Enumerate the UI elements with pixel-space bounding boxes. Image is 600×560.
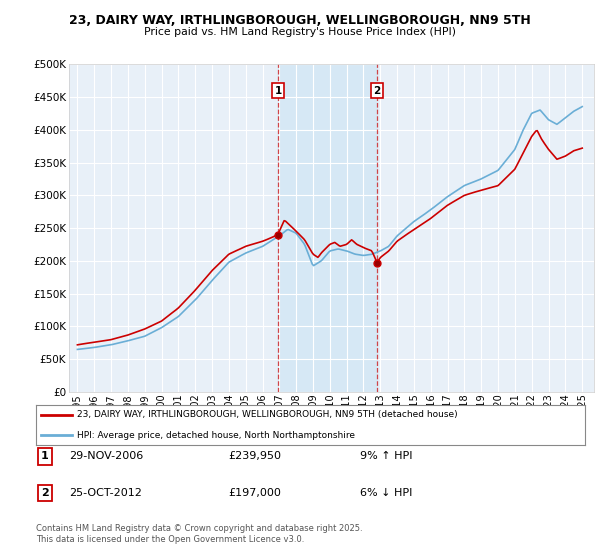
- Text: 2: 2: [373, 86, 381, 96]
- Text: 29-NOV-2006: 29-NOV-2006: [69, 451, 143, 461]
- Text: 25-OCT-2012: 25-OCT-2012: [69, 488, 142, 498]
- Text: £239,950: £239,950: [228, 451, 281, 461]
- Text: 1: 1: [274, 86, 281, 96]
- Text: 2: 2: [41, 488, 49, 498]
- Text: 1: 1: [41, 451, 49, 461]
- Text: 9% ↑ HPI: 9% ↑ HPI: [360, 451, 413, 461]
- Text: £197,000: £197,000: [228, 488, 281, 498]
- Text: 23, DAIRY WAY, IRTHLINGBOROUGH, WELLINGBOROUGH, NN9 5TH (detached house): 23, DAIRY WAY, IRTHLINGBOROUGH, WELLINGB…: [77, 410, 458, 419]
- Text: Price paid vs. HM Land Registry's House Price Index (HPI): Price paid vs. HM Land Registry's House …: [144, 27, 456, 37]
- Text: 23, DAIRY WAY, IRTHLINGBOROUGH, WELLINGBOROUGH, NN9 5TH: 23, DAIRY WAY, IRTHLINGBOROUGH, WELLINGB…: [69, 14, 531, 27]
- Text: Contains HM Land Registry data © Crown copyright and database right 2025.
This d: Contains HM Land Registry data © Crown c…: [36, 524, 362, 544]
- Text: HPI: Average price, detached house, North Northamptonshire: HPI: Average price, detached house, Nort…: [77, 431, 355, 440]
- Bar: [278, 64, 377, 392]
- Text: 6% ↓ HPI: 6% ↓ HPI: [360, 488, 412, 498]
